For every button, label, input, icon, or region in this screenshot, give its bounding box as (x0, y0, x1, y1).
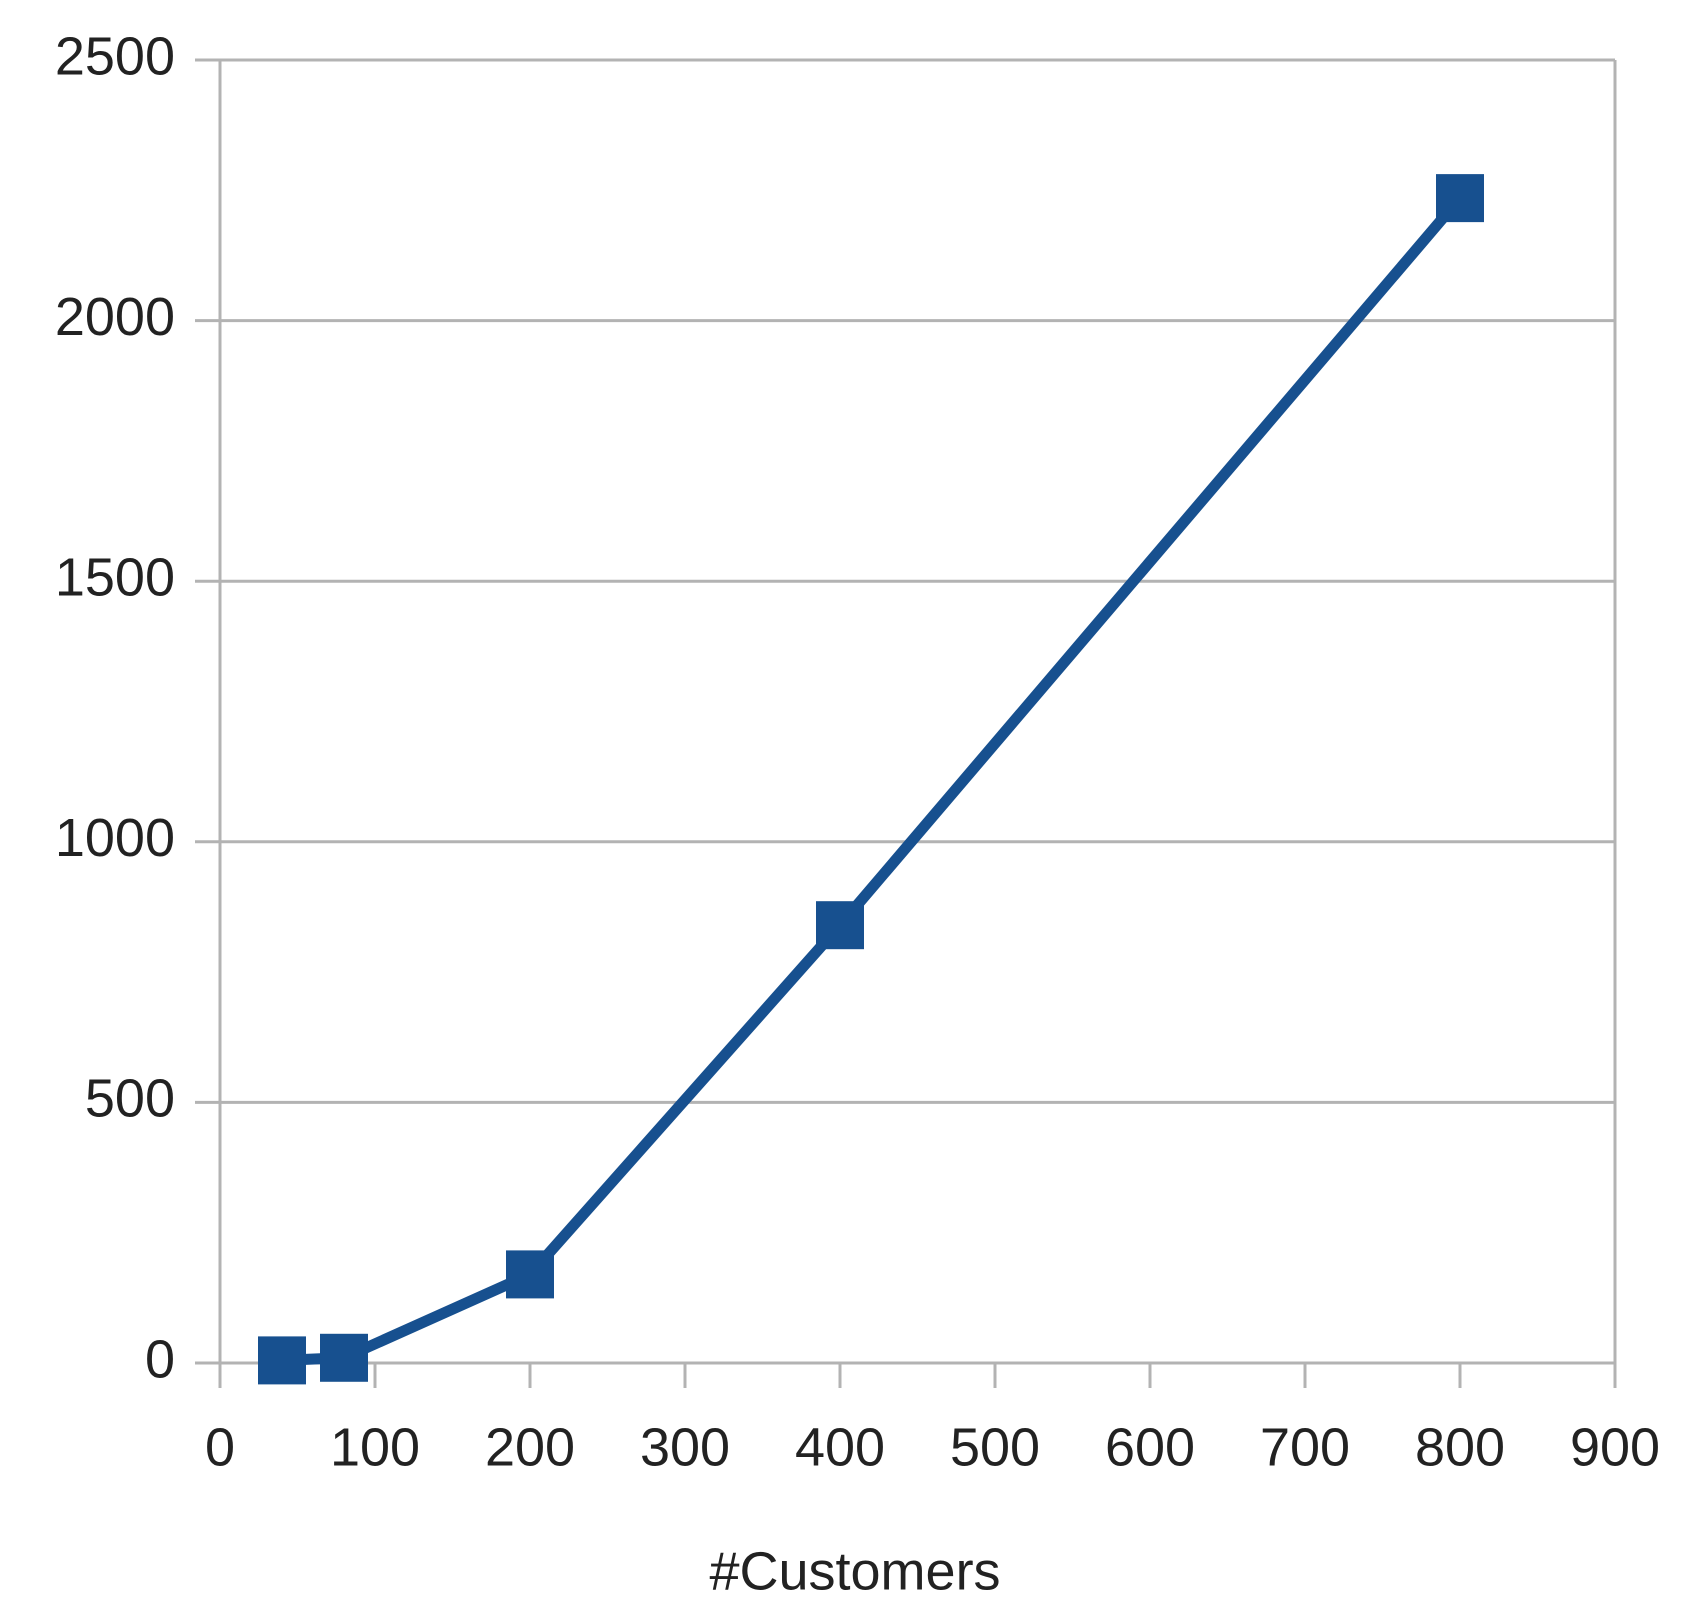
x-tick-label: 400 (795, 1417, 885, 1477)
y-tick-label: 1500 (55, 547, 175, 607)
y-tick-label: 2500 (55, 26, 175, 86)
x-tick-label: 500 (950, 1417, 1040, 1477)
x-tick-label: 0 (205, 1417, 235, 1477)
y-tick-label: 0 (145, 1329, 175, 1389)
data-marker (320, 1333, 368, 1382)
data-marker (506, 1250, 554, 1299)
data-line (281, 194, 1465, 1366)
x-tick-label: 600 (1105, 1417, 1195, 1477)
y-tick-label: 500 (85, 1069, 175, 1129)
data-marker (1436, 174, 1484, 223)
x-tick-label: 900 (1570, 1417, 1660, 1477)
data-marker (258, 1336, 306, 1385)
x-tick-label: 700 (1260, 1417, 1350, 1477)
data-marker (816, 901, 864, 950)
x-tick-label: 300 (640, 1417, 730, 1477)
x-tick-label: 200 (485, 1417, 575, 1477)
x-tick-label: 100 (330, 1417, 420, 1477)
y-tick-label: 1000 (55, 808, 175, 868)
y-tick-label: 2000 (55, 287, 175, 347)
x-tick-label: 800 (1415, 1417, 1505, 1477)
x-axis-label: #Customers (709, 1541, 1000, 1601)
